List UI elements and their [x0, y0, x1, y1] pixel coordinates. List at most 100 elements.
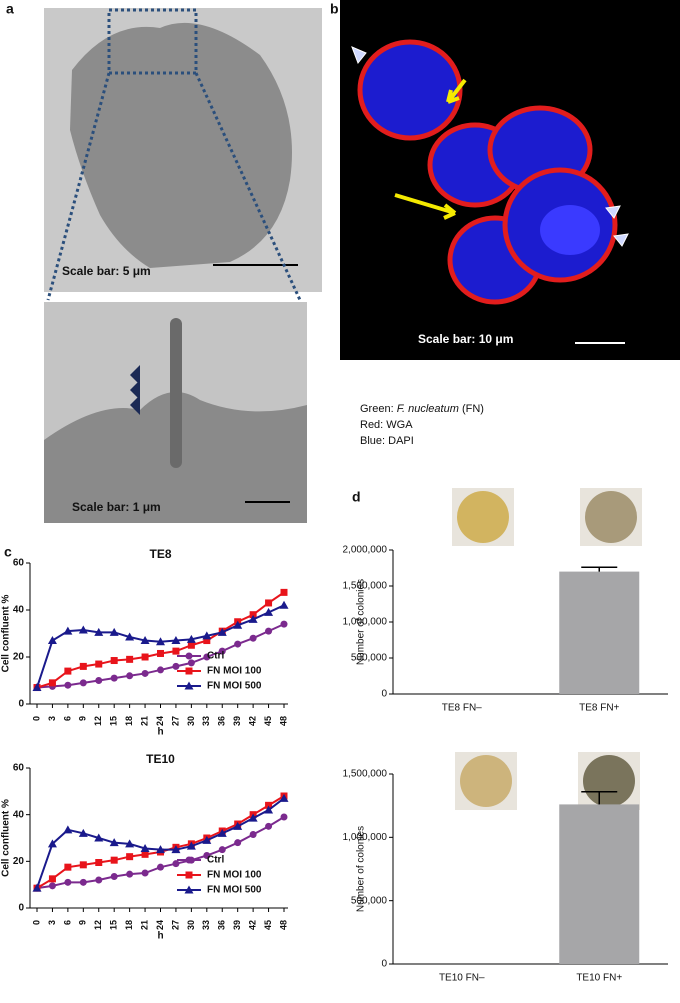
scale-label: Scale bar: 10 μm	[418, 332, 513, 346]
x-tick-label: 36	[217, 920, 227, 930]
point	[248, 614, 258, 623]
point	[63, 626, 73, 635]
point	[187, 641, 195, 649]
y-tick-label: 1,500,000	[343, 581, 388, 592]
point	[109, 838, 119, 847]
point	[264, 805, 274, 814]
y-tick-label: 500,000	[351, 653, 388, 664]
arrowheads	[130, 365, 140, 415]
x-tick-label: 45	[263, 716, 273, 726]
y-tick-label: 0	[18, 699, 24, 710]
x-tick-label: 0	[31, 920, 41, 925]
point	[265, 599, 273, 607]
x-tick-label: 24	[155, 920, 165, 930]
point	[79, 861, 87, 869]
point	[233, 620, 243, 629]
x-tick-label: TE10 FN–	[439, 973, 485, 984]
point	[141, 669, 149, 677]
x-tick-label: 27	[170, 716, 180, 726]
x-axis-label: h	[157, 931, 163, 942]
point	[203, 852, 211, 859]
point	[234, 839, 242, 847]
em-fiber	[170, 318, 182, 468]
x-tick-label: 33	[201, 920, 211, 930]
panel-label: c	[4, 544, 12, 560]
point	[79, 662, 87, 670]
point	[157, 666, 164, 674]
point	[249, 634, 257, 642]
point	[109, 627, 119, 636]
legend-label: Ctrl	[207, 651, 224, 662]
x-tick-label: 45	[263, 920, 273, 930]
point	[94, 833, 104, 842]
stain-suffix: (FN)	[462, 403, 484, 415]
x-tick-label: 12	[93, 920, 103, 930]
x-tick-label: 48	[278, 716, 288, 726]
point	[126, 870, 134, 878]
zoom-box	[107, 8, 198, 75]
point	[110, 856, 118, 864]
y-tick-label: 40	[13, 605, 25, 616]
point	[64, 863, 72, 871]
point	[265, 801, 273, 809]
point	[141, 869, 149, 877]
legend-marker	[185, 871, 193, 879]
x-tick-label: TE8 FN–	[442, 703, 482, 714]
bar	[559, 804, 640, 964]
scale-label: Scale bar: 1 μm	[72, 500, 161, 514]
x-tick-label: 21	[139, 716, 149, 726]
point	[172, 662, 180, 670]
x-tick-label: 6	[62, 716, 72, 721]
point	[47, 636, 57, 645]
x-tick-label: 0	[31, 716, 41, 721]
point	[171, 636, 181, 645]
point	[234, 640, 242, 648]
x-tick-label: 15	[109, 920, 119, 930]
x-tick-label: 12	[93, 716, 103, 726]
y-axis-label: Number of colonies	[356, 579, 367, 665]
panel-label: b	[330, 1, 339, 17]
point	[63, 825, 73, 834]
y-tick-label: 60	[13, 763, 25, 774]
point	[279, 600, 289, 609]
y-axis-label: Cell confluent %	[1, 799, 12, 877]
point	[64, 878, 72, 886]
x-tick-label: 39	[232, 920, 242, 930]
point	[157, 649, 164, 657]
point	[48, 875, 56, 883]
y-tick-label: 0	[381, 689, 387, 700]
y-tick-label: 60	[13, 558, 25, 569]
x-tick-label: TE10 FN+	[576, 973, 622, 984]
legend-label: FN MOI 500	[207, 885, 262, 896]
y-tick-label: 0	[381, 959, 387, 970]
chart-title: TE10	[146, 752, 175, 766]
point	[233, 821, 243, 830]
point	[79, 679, 87, 687]
y-tick-label: 2,000,000	[343, 545, 388, 556]
x-tick-label: 33	[201, 716, 211, 726]
chart-title: TE8	[149, 547, 171, 561]
point	[171, 845, 181, 854]
point	[32, 683, 42, 692]
stain-legend: Red: WGA	[360, 419, 413, 431]
y-tick-label: 20	[13, 652, 25, 663]
panel-label: a	[6, 1, 14, 17]
x-axis-label: h	[157, 727, 163, 738]
legend-label: FN MOI 100	[207, 870, 262, 881]
scale-label: Scale bar: 5 μm	[62, 264, 151, 278]
x-tick-label: 30	[186, 920, 196, 930]
point	[126, 853, 134, 861]
stain-italic: F. nucleatum	[397, 403, 459, 415]
point	[156, 845, 165, 854]
error-bar	[581, 566, 618, 572]
x-tick-label: 21	[139, 920, 149, 930]
em-cell	[70, 22, 292, 268]
point	[203, 637, 211, 645]
point	[187, 659, 195, 667]
point	[140, 844, 150, 852]
x-tick-label: 42	[248, 920, 258, 930]
point	[48, 882, 56, 890]
x-tick-label: 3	[47, 716, 57, 721]
y-tick-label: 20	[13, 856, 25, 867]
